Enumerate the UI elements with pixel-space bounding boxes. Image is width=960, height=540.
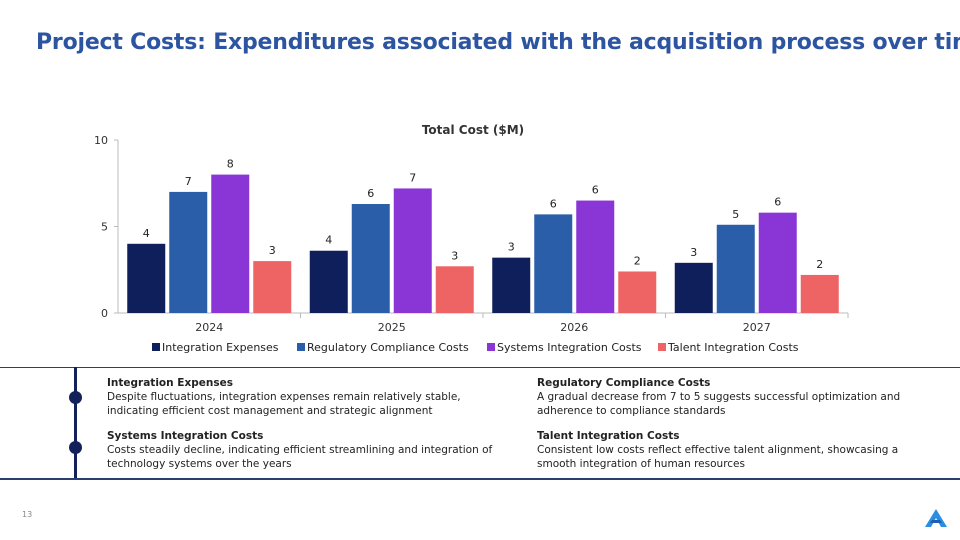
data-label: 7 — [185, 175, 192, 188]
note-heading: Systems Integration Costs — [107, 430, 264, 442]
bar — [800, 274, 839, 313]
data-label: 6 — [367, 187, 374, 200]
data-label: 3 — [508, 241, 515, 254]
bar — [309, 250, 348, 313]
note-regulatory-compliance: Regulatory Compliance Costs A gradual de… — [537, 376, 927, 418]
note-talent-integration: Talent Integration Costs Consistent low … — [537, 429, 927, 471]
divider-top — [0, 367, 960, 368]
data-label: 2 — [634, 254, 641, 267]
timeline-dot — [69, 391, 82, 404]
bar — [393, 188, 432, 313]
legend-swatch — [487, 343, 495, 351]
note-text: Costs steadily decline, indicating effic… — [107, 444, 493, 470]
note-text: A gradual decrease from 7 to 5 suggests … — [537, 391, 901, 417]
chart-title: Total Cost ($M) — [422, 123, 524, 137]
y-tick-label: 5 — [101, 221, 108, 234]
data-label: 6 — [592, 184, 599, 197]
legend-swatch — [152, 343, 160, 351]
data-label: 6 — [774, 196, 781, 209]
data-label: 4 — [325, 234, 332, 247]
note-text: Despite fluctuations, integration expens… — [107, 391, 461, 417]
bar — [253, 261, 292, 313]
note-integration-expenses: Integration Expenses Despite fluctuation… — [107, 376, 497, 418]
bar — [576, 200, 615, 313]
bar — [435, 266, 474, 313]
bar — [351, 204, 390, 313]
data-label: 3 — [269, 244, 276, 257]
bar — [211, 174, 250, 313]
legend-label: Talent Integration Costs — [667, 341, 799, 354]
legend-swatch — [297, 343, 305, 351]
slide-title: Project Costs: Expenditures associated w… — [36, 30, 960, 55]
legend-label: Regulatory Compliance Costs — [307, 341, 469, 354]
data-label: 4 — [143, 227, 150, 240]
insights-panel: Integration Expenses Despite fluctuation… — [0, 367, 960, 480]
data-label: 7 — [409, 171, 416, 184]
note-systems-integration: Systems Integration Costs Costs steadily… — [107, 429, 497, 471]
legend-label: Systems Integration Costs — [497, 341, 642, 354]
bar — [534, 214, 573, 313]
legend-label: Integration Expenses — [162, 341, 279, 354]
y-tick-label: 10 — [94, 134, 108, 147]
timeline-dot — [69, 441, 82, 454]
data-label: 6 — [550, 197, 557, 210]
data-label: 5 — [732, 208, 739, 221]
bar — [758, 212, 797, 313]
timeline-line — [74, 367, 77, 479]
data-label: 3 — [451, 249, 458, 262]
divider-bottom — [0, 478, 960, 480]
data-label: 2 — [816, 258, 823, 271]
bar — [618, 271, 657, 313]
x-tick-label: 2024 — [195, 321, 223, 334]
note-heading: Talent Integration Costs — [537, 430, 680, 442]
x-tick-label: 2027 — [743, 321, 771, 334]
data-label: 8 — [227, 158, 234, 171]
bar — [169, 191, 208, 313]
bar — [492, 257, 531, 313]
company-logo-icon — [925, 509, 947, 527]
x-tick-label: 2025 — [378, 321, 406, 334]
note-heading: Integration Expenses — [107, 377, 233, 389]
page-number: 13 — [22, 510, 33, 519]
note-text: Consistent low costs reflect effective t… — [537, 444, 899, 470]
bar — [674, 262, 713, 313]
x-tick-label: 2026 — [560, 321, 588, 334]
bar-chart: Total Cost ($M) 0 5 10 2024 4 7 8 3 2025 4 6 7 3 2026 3… — [94, 123, 849, 354]
bar — [127, 243, 166, 313]
data-label: 3 — [690, 246, 697, 259]
legend-swatch — [658, 343, 666, 351]
y-tick-label: 0 — [101, 307, 108, 320]
bar — [716, 224, 755, 313]
note-heading: Regulatory Compliance Costs — [537, 377, 711, 389]
